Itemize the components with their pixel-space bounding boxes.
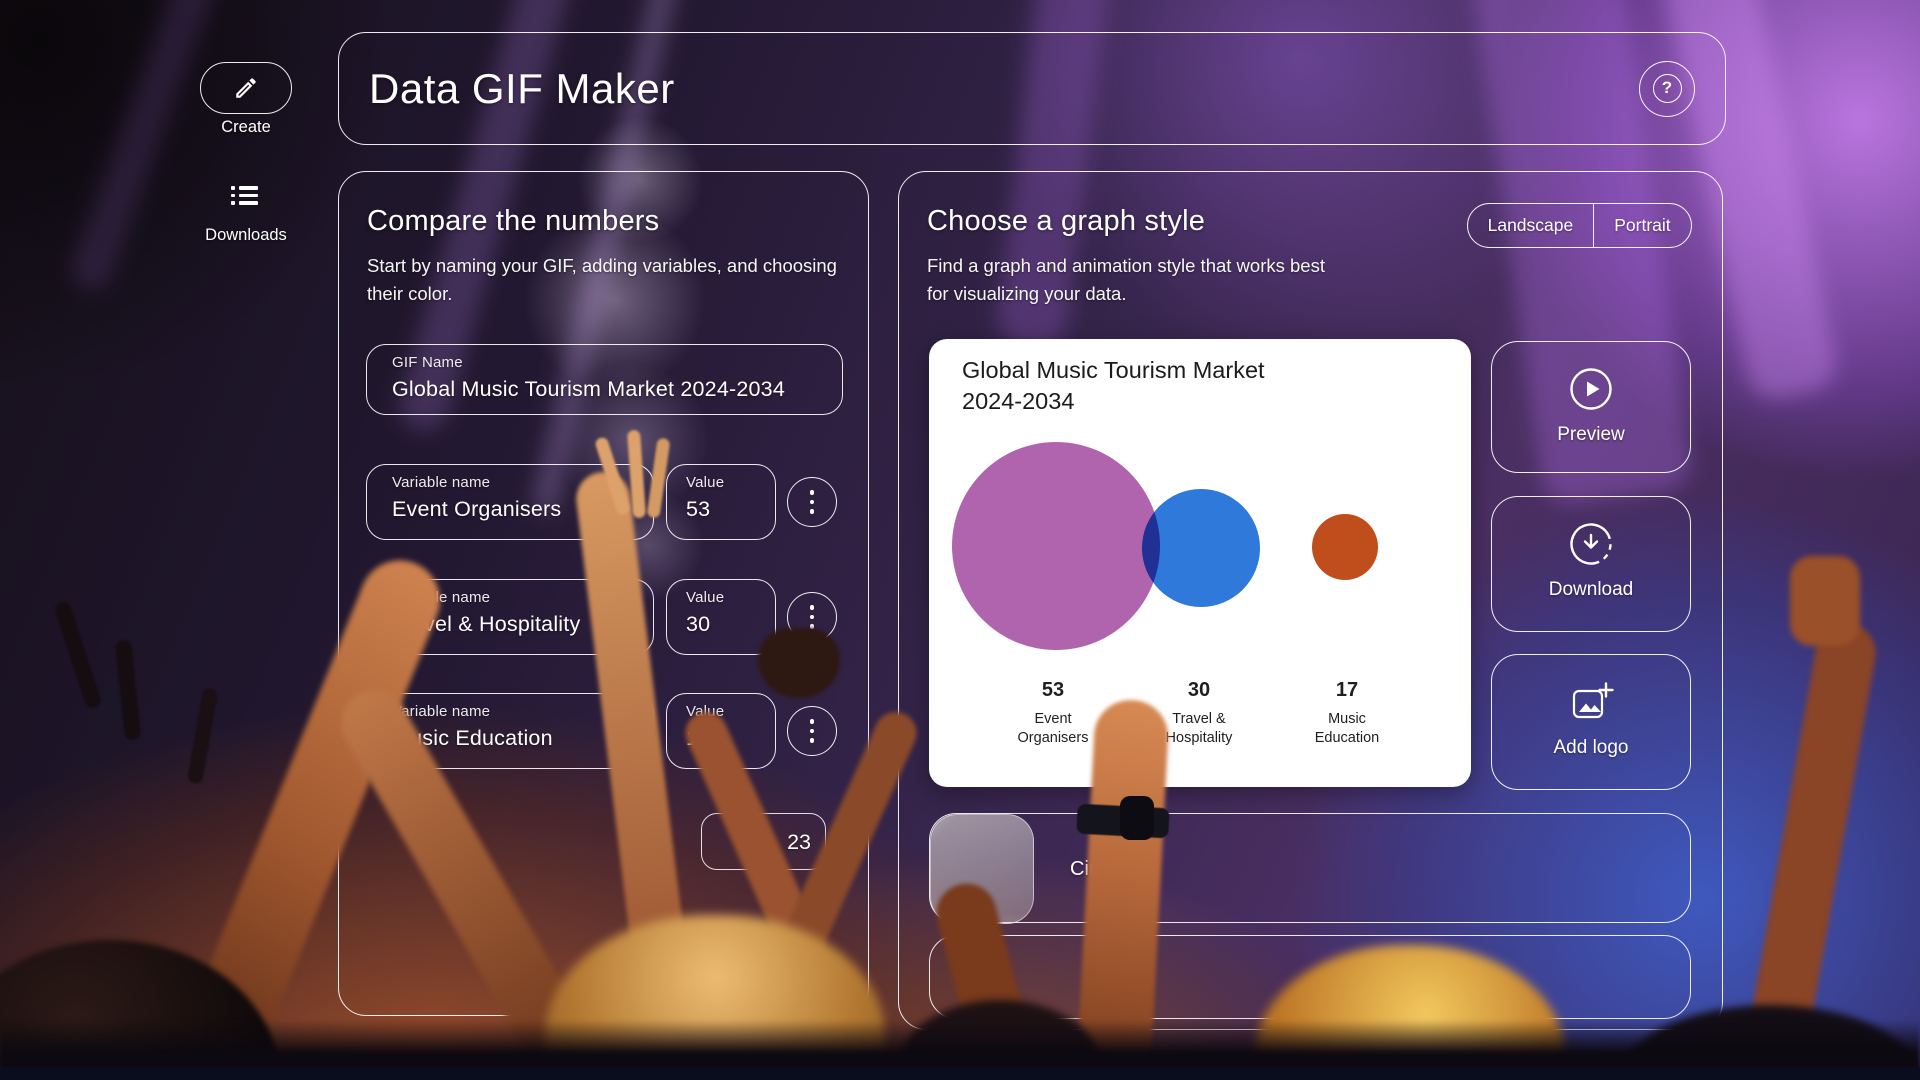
app-title: Data GIF Maker xyxy=(369,64,675,112)
play-circle-icon xyxy=(1570,368,1612,410)
variable-name-input[interactable]: Variable name Event Organisers xyxy=(366,464,654,540)
bubble-music-education xyxy=(1312,514,1378,580)
gif-name-input[interactable]: GIF Name Global Music Tourism Market 202… xyxy=(366,344,843,415)
graph-preview-card: Global Music Tourism Market 2024-2034 53… xyxy=(929,339,1471,787)
variable-name-input[interactable]: Variable name Travel & Hospitality xyxy=(366,579,654,655)
variable-value-input[interactable]: Value 53 xyxy=(666,464,776,540)
add-image-icon xyxy=(1572,682,1614,719)
photo-bottom-edge xyxy=(0,1067,1920,1080)
style-panel-title: Choose a graph style xyxy=(927,205,1206,237)
variable-value: 23 xyxy=(787,830,811,854)
kebab-menu-icon xyxy=(809,719,815,724)
help-icon: ? xyxy=(1652,74,1682,103)
variable-name-value: Music Education xyxy=(392,726,553,750)
stat-travel-hospitality: 30 Travel & Hospitality xyxy=(1165,679,1233,746)
orientation-toggle: Landscape Portrait xyxy=(1467,203,1692,248)
compare-panel-description: Start by naming your GIF, adding variabl… xyxy=(367,255,837,304)
stat-music-education: 17 Music Education xyxy=(1314,679,1380,746)
variable-name-value: Travel & Hospitality xyxy=(392,612,581,636)
compare-panel: Compare the numbers Start by naming your… xyxy=(338,171,869,1016)
compare-panel-title: Compare the numbers xyxy=(367,205,660,237)
variable-value: 30 xyxy=(686,612,711,636)
variable-row: Variable name Music Education Value 17 xyxy=(366,693,843,769)
variable-value-input[interactable]: Value 30 xyxy=(666,579,776,655)
bubble-travel-hospitality xyxy=(1142,489,1260,607)
graph-style-circles[interactable]: Circles xyxy=(929,813,1691,924)
download-button[interactable]: Download xyxy=(1491,496,1691,632)
style-thumbnail xyxy=(930,814,1034,924)
variable-row: Variable name Event Organisers Value 53 xyxy=(366,464,843,540)
add-logo-button[interactable]: Add logo xyxy=(1491,654,1691,790)
variable-name-value: Event Organisers xyxy=(392,497,562,521)
variable-menu-button[interactable] xyxy=(787,706,837,756)
list-icon xyxy=(231,186,258,205)
stat-event-organisers: 53 Event Organisers xyxy=(1017,679,1089,746)
variable-name-input[interactable]: Variable name Music Education xyxy=(366,693,654,769)
create-button[interactable] xyxy=(200,62,292,114)
variable-menu-button[interactable] xyxy=(787,477,837,527)
pencil-icon xyxy=(236,78,256,98)
variable-value-input[interactable]: Value 17 xyxy=(666,693,776,769)
style-panel: Choose a graph style Find a graph and an… xyxy=(898,171,1723,1030)
preview-button[interactable]: Preview xyxy=(1491,341,1691,473)
download-circle-icon xyxy=(1570,523,1612,565)
kebab-menu-icon xyxy=(809,490,815,495)
help-button[interactable]: ? xyxy=(1639,60,1695,117)
app-header: Data GIF Maker ? xyxy=(338,32,1726,145)
graph-title: Global Music Tourism Market 2024-2034 xyxy=(962,357,1265,414)
style-panel-description: Find a graph and animation style that wo… xyxy=(927,255,1325,304)
gif-name-label: GIF Name xyxy=(392,354,463,371)
style-label: Circles xyxy=(1070,857,1132,880)
downloads-button[interactable] xyxy=(231,186,258,209)
variable-value: 17 xyxy=(686,726,711,750)
variable-menu-button[interactable] xyxy=(787,592,837,642)
landscape-toggle[interactable]: Landscape xyxy=(1487,215,1574,235)
variable-row: Variable name Travel & Hospitality Value… xyxy=(366,579,843,655)
graph-style-next[interactable] xyxy=(929,935,1691,1019)
create-label: Create xyxy=(221,118,271,136)
gif-name-value: Global Music Tourism Market 2024-2034 xyxy=(392,377,785,401)
bubble-event-organisers xyxy=(952,442,1160,650)
variable-value: 53 xyxy=(686,497,711,521)
portrait-toggle[interactable]: Portrait xyxy=(1592,204,1691,247)
variable-value-input[interactable]: 23 xyxy=(701,813,826,870)
kebab-menu-icon xyxy=(809,605,815,610)
downloads-label: Downloads xyxy=(205,226,287,244)
